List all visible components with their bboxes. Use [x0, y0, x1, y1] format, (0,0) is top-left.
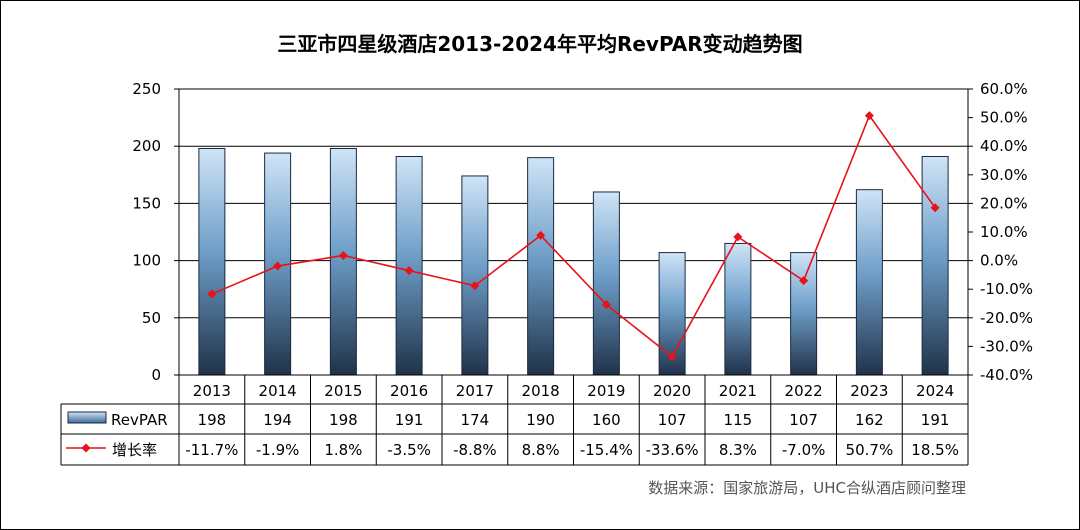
y-left-tick-label: 50	[142, 309, 161, 327]
x-tick-label: 2013	[193, 382, 231, 400]
data-table: 2013 2014 2015 2016 2017 2018 2019 2020 2021 2022…	[60, 375, 969, 466]
x-tick-label: 2019	[587, 382, 625, 400]
legend-label-growth: 增长率	[112, 441, 157, 459]
data-label-revpar: 190	[526, 411, 555, 429]
growth-marker-2016	[404, 266, 414, 276]
bar-2021	[724, 242, 752, 376]
y-right-tick-label: 30.0%	[980, 166, 1028, 184]
y-right-tick-label: 50.0%	[980, 109, 1028, 127]
growth-marker-2021	[733, 232, 743, 242]
data-label-revpar: 107	[789, 411, 818, 429]
data-label-growth: -11.7%	[185, 441, 238, 459]
growth-marker-2022	[799, 276, 809, 286]
x-tick-label: 2020	[653, 382, 691, 400]
y-right-tick-label: -20.0%	[980, 309, 1033, 327]
bar-2023	[855, 189, 883, 376]
growth-marker-2014	[273, 261, 283, 271]
legend-key-growth-marker	[81, 443, 91, 453]
data-label-growth: -1.9%	[256, 441, 300, 459]
data-label-revpar: 198	[198, 411, 227, 429]
x-tick-label: 2022	[785, 382, 823, 400]
y-right-tick-label: 60.0%	[980, 80, 1028, 98]
growth-marker-2024	[930, 203, 940, 213]
y-right-tick-label: 40.0%	[980, 137, 1028, 155]
y-left-tick-label: 100	[132, 252, 161, 270]
growth-line	[211, 113, 936, 358]
growth-marker-2017	[470, 281, 480, 291]
chart-title: 三亚市四星级酒店2013-2024年平均RevPAR变动趋势图	[277, 32, 802, 56]
data-label-growth: -15.4%	[580, 441, 633, 459]
y-left-tick-label: 200	[132, 137, 161, 155]
y-right-tick-label: -10.0%	[980, 280, 1033, 298]
y-right-tick-label: -30.0%	[980, 337, 1033, 355]
y-left-tick-label: 250	[132, 80, 161, 98]
bar-series-revpar	[198, 147, 949, 376]
y-left-tick-label: 0	[151, 366, 161, 384]
data-label-revpar: 194	[263, 411, 292, 429]
y-right-tick-label: 10.0%	[980, 223, 1028, 241]
y-left-tick-label: 150	[132, 194, 161, 212]
data-label-growth: 18.5%	[911, 441, 959, 459]
growth-marker-2013	[207, 289, 217, 299]
data-label-revpar: 115	[724, 411, 753, 429]
growth-marker-2018	[536, 230, 546, 240]
x-tick-label: 2018	[522, 382, 560, 400]
x-tick-label: 2017	[456, 382, 494, 400]
legend-key-revpar	[67, 411, 107, 424]
bar-2022	[790, 252, 818, 376]
x-tick-label: 2021	[719, 382, 757, 400]
data-label-revpar: 162	[855, 411, 884, 429]
line-series-growth	[207, 111, 940, 362]
y-right-tick-label: 20.0%	[980, 194, 1028, 212]
gridlines	[179, 88, 968, 319]
bar-2019	[592, 191, 620, 376]
data-label-growth: 8.3%	[719, 441, 757, 459]
data-label-revpar: 191	[395, 411, 424, 429]
data-label-growth: 50.7%	[846, 441, 894, 459]
bar-2013	[198, 147, 226, 376]
bar-2016	[395, 155, 423, 376]
x-tick-label: 2016	[390, 382, 428, 400]
data-label-revpar: 191	[921, 411, 950, 429]
data-label-revpar: 174	[461, 411, 490, 429]
growth-marker-2015	[338, 250, 348, 260]
growth-marker-2019	[601, 300, 611, 310]
legend-label-revpar: RevPAR	[111, 411, 168, 429]
bar-2024	[921, 155, 949, 376]
data-label-growth: -7.0%	[782, 441, 826, 459]
data-label-revpar: 107	[658, 411, 687, 429]
data-label-revpar: 198	[329, 411, 358, 429]
x-tick-label: 2023	[850, 382, 888, 400]
bar-2015	[329, 147, 357, 376]
bar-2017	[461, 175, 489, 376]
x-tick-label: 2024	[916, 382, 954, 400]
plot-border	[178, 88, 969, 376]
bar-2018	[527, 157, 555, 376]
data-label-growth: -8.8%	[453, 441, 497, 459]
data-label-growth: -33.6%	[646, 441, 699, 459]
x-tick-label: 2015	[324, 382, 362, 400]
data-label-growth: 8.8%	[522, 441, 560, 459]
x-tick-label: 2014	[259, 382, 297, 400]
data-label-growth: -3.5%	[387, 441, 431, 459]
axes: 0 50 100 150 200 250 -40.0% -30.0% -20.0% -10.0% 0…	[132, 80, 1033, 384]
data-label-growth: 1.8%	[324, 441, 362, 459]
source-note: 数据来源：国家旅游局，UHC合纵酒店顾问整理	[648, 479, 966, 497]
y-right-tick-label: 0.0%	[980, 252, 1018, 270]
data-label-revpar: 160	[592, 411, 621, 429]
y-right-tick-label: -40.0%	[980, 366, 1033, 384]
growth-marker-2020	[667, 352, 677, 362]
growth-marker-2023	[864, 111, 874, 121]
